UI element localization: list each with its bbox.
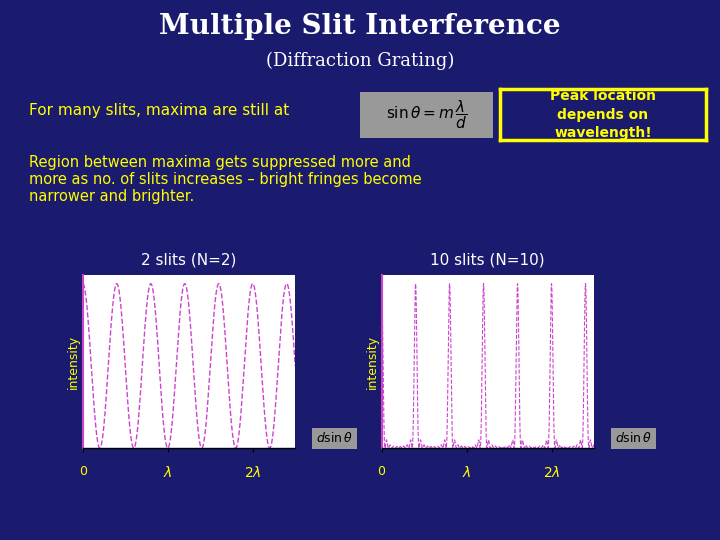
Text: $\lambda$: $\lambda$ [462, 465, 472, 481]
Text: Multiple Slit Interference: Multiple Slit Interference [159, 14, 561, 40]
Text: 0: 0 [377, 465, 386, 478]
Text: narrower and brighter.: narrower and brighter. [29, 189, 194, 204]
Text: 10 slits (N=10): 10 slits (N=10) [431, 252, 545, 267]
Y-axis label: intensity: intensity [366, 335, 379, 389]
Text: $2\lambda$: $2\lambda$ [244, 465, 261, 481]
Text: $2\lambda$: $2\lambda$ [543, 465, 560, 481]
Text: Region between maxima gets suppressed more and: Region between maxima gets suppressed mo… [29, 154, 410, 170]
Text: $\lambda$: $\lambda$ [163, 465, 173, 481]
Text: $d\sin\theta$: $d\sin\theta$ [615, 431, 652, 446]
Text: $d\sin\theta$: $d\sin\theta$ [316, 431, 354, 446]
Text: (Diffraction Grating): (Diffraction Grating) [266, 51, 454, 70]
Text: Peak location
depends on
wavelength!: Peak location depends on wavelength! [550, 89, 656, 140]
Text: more as no. of slits increases – bright fringes become: more as no. of slits increases – bright … [29, 172, 421, 187]
Text: 2 slits (N=2): 2 slits (N=2) [141, 252, 237, 267]
Text: $\sin\theta = m\,\dfrac{\lambda}{d}$: $\sin\theta = m\,\dfrac{\lambda}{d}$ [386, 98, 467, 131]
Text: For many slits, maxima are still at: For many slits, maxima are still at [29, 103, 289, 118]
Text: 0: 0 [78, 465, 87, 478]
Y-axis label: intensity: intensity [67, 335, 80, 389]
